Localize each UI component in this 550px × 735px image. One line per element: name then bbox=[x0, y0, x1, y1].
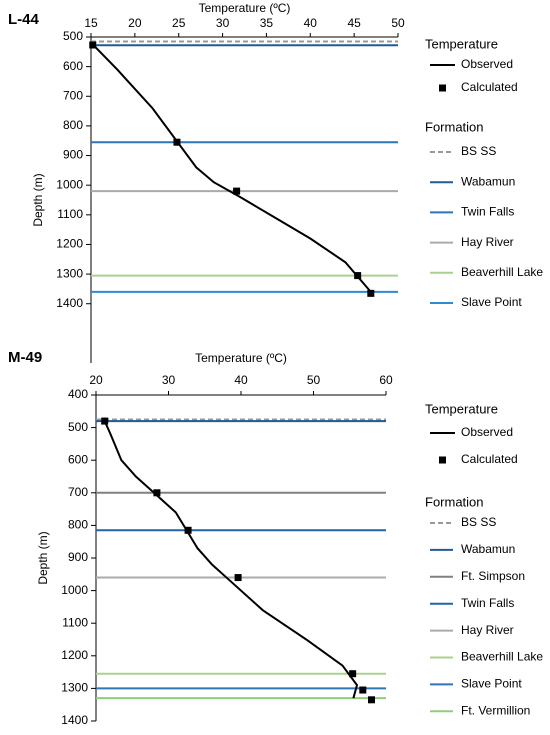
y-tick-label: 1200 bbox=[61, 648, 88, 662]
legend-swatch bbox=[439, 84, 446, 92]
legend-label: Hay River bbox=[461, 235, 514, 249]
x-tick-label: 20 bbox=[128, 16, 142, 30]
calculated-point bbox=[367, 289, 375, 297]
x-tick-label: 60 bbox=[379, 373, 393, 387]
x-tick-label: 15 bbox=[84, 16, 98, 30]
calculated-point bbox=[233, 187, 241, 195]
y-axis-label: Depth (m) bbox=[31, 173, 45, 226]
legend-swatch bbox=[439, 456, 446, 464]
legend-label: Ft. Vermillion bbox=[461, 703, 530, 717]
y-tick-label: 500 bbox=[68, 420, 88, 434]
y-tick-label: 600 bbox=[68, 452, 88, 466]
x-tick-label: 50 bbox=[391, 16, 405, 30]
calculated-point bbox=[101, 417, 109, 425]
y-tick-label: 1000 bbox=[61, 583, 88, 597]
legend-label: Beaverhill Lake bbox=[461, 265, 543, 279]
calculated-point bbox=[173, 138, 181, 146]
y-tick-label: 1300 bbox=[61, 681, 88, 695]
x-tick-label: 45 bbox=[347, 16, 361, 30]
legend-label: Observed bbox=[461, 57, 513, 71]
y-axis-label: Depth (m) bbox=[36, 531, 50, 584]
y-tick-label: 800 bbox=[68, 518, 88, 532]
calculated-point bbox=[368, 696, 375, 704]
x-tick-label: 35 bbox=[260, 16, 274, 30]
legend-label: Wabamun bbox=[461, 542, 515, 556]
y-tick-label: 900 bbox=[63, 148, 83, 162]
legend-label: Beaverhill Lake bbox=[461, 650, 543, 664]
x-tick-label: 40 bbox=[234, 373, 248, 387]
calculated-point bbox=[359, 686, 367, 694]
legend-heading: Temperature bbox=[425, 401, 498, 416]
chart-title: L-44 bbox=[8, 11, 40, 28]
y-tick-label: 600 bbox=[63, 59, 83, 73]
legend-label: Observed bbox=[461, 425, 513, 439]
x-axis-label: Temperature (ºC) bbox=[195, 351, 287, 365]
y-tick-label: 1300 bbox=[56, 266, 83, 280]
chart-title: M-49 bbox=[8, 349, 42, 366]
y-tick-label: 800 bbox=[63, 118, 83, 132]
y-tick-label: 1100 bbox=[62, 615, 88, 629]
y-tick-label: 500 bbox=[63, 29, 83, 43]
legend-heading: Formation bbox=[425, 119, 484, 134]
x-axis-label: Temperature (ºC) bbox=[199, 1, 291, 15]
y-tick-label: 1400 bbox=[61, 713, 88, 727]
y-tick-label: 1100 bbox=[57, 207, 83, 221]
calculated-point bbox=[89, 41, 97, 49]
legend-heading: Formation bbox=[425, 494, 484, 509]
y-tick-label: 400 bbox=[68, 387, 88, 401]
x-tick-label: 50 bbox=[307, 373, 321, 387]
legend-label: Twin Falls bbox=[461, 205, 514, 219]
observed-line bbox=[102, 417, 359, 699]
legend-label: BS SS bbox=[461, 144, 496, 158]
x-tick-label: 40 bbox=[304, 16, 318, 30]
y-tick-label: 1000 bbox=[56, 177, 83, 191]
legend-label: Calculated bbox=[461, 452, 518, 466]
legend-heading: Temperature bbox=[425, 36, 498, 51]
calculated-point bbox=[349, 670, 357, 678]
y-tick-label: 1400 bbox=[56, 296, 83, 310]
calculated-point bbox=[153, 489, 161, 497]
calculated-point bbox=[354, 272, 362, 280]
legend-label: Slave Point bbox=[461, 677, 522, 691]
legend-label: Wabamun bbox=[461, 174, 515, 188]
y-tick-label: 900 bbox=[68, 550, 88, 564]
y-tick-label: 700 bbox=[63, 88, 83, 102]
calculated-point bbox=[234, 574, 242, 582]
y-tick-label: 700 bbox=[68, 485, 88, 499]
x-tick-label: 30 bbox=[162, 373, 176, 387]
legend-label: Ft. Simpson bbox=[461, 569, 525, 583]
x-tick-label: 25 bbox=[172, 16, 186, 30]
observed-line bbox=[92, 43, 372, 293]
calculated-point bbox=[184, 526, 192, 534]
legend-label: BS SS bbox=[461, 515, 496, 529]
legend-label: Calculated bbox=[461, 80, 518, 94]
legend-label: Twin Falls bbox=[461, 596, 514, 610]
legend-label: Slave Point bbox=[461, 295, 522, 309]
x-tick-label: 20 bbox=[89, 373, 103, 387]
y-tick-label: 1200 bbox=[56, 237, 83, 251]
legend-label: Hay River bbox=[461, 623, 514, 637]
x-tick-label: 30 bbox=[216, 16, 230, 30]
